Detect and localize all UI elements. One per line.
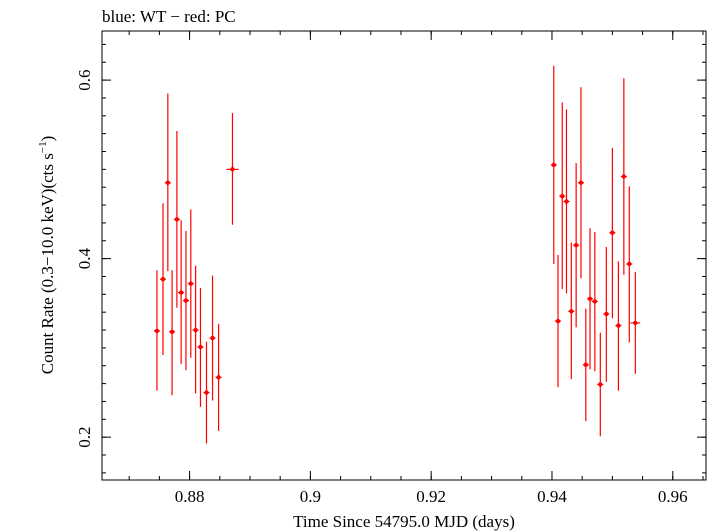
point-marker	[188, 281, 193, 286]
x-tick-label: 0.9	[300, 487, 321, 506]
x-tick-label: 0.96	[658, 487, 688, 506]
data-point	[187, 209, 194, 358]
point-marker	[610, 230, 615, 235]
point-marker	[204, 390, 209, 395]
point-marker	[183, 298, 189, 303]
data-point	[626, 186, 633, 343]
point-marker	[230, 167, 235, 172]
data-point	[615, 261, 622, 391]
data-point	[597, 332, 604, 437]
data-point	[159, 203, 167, 356]
point-marker	[604, 311, 609, 317]
point-marker	[210, 335, 215, 341]
plot-frame	[101, 30, 707, 481]
data-series	[153, 65, 641, 444]
y-axis-label: Count Rate (0.3−10.0 keV)(cts s−1)	[37, 136, 57, 375]
x-tick-label: 0.88	[175, 487, 205, 506]
point-marker	[616, 323, 621, 328]
data-point	[620, 78, 627, 275]
data-point	[182, 230, 189, 371]
data-point	[559, 102, 566, 289]
data-point	[153, 270, 160, 391]
point-marker	[578, 180, 584, 185]
point-marker	[573, 243, 579, 248]
point-marker	[560, 193, 565, 199]
data-point	[209, 275, 216, 401]
data-point	[192, 265, 199, 394]
point-marker	[551, 162, 556, 168]
y-tick-label: 0.2	[75, 427, 94, 448]
point-marker	[583, 362, 589, 368]
point-marker	[216, 375, 221, 380]
x-axis: 0.88 0.9 0.92 0.94 0.96	[128, 31, 704, 506]
point-marker	[174, 217, 180, 222]
point-marker	[193, 327, 198, 333]
data-point	[577, 87, 584, 279]
point-marker	[198, 344, 203, 350]
point-marker	[598, 382, 603, 387]
x-tick-label: 0.94	[537, 487, 567, 506]
data-point	[197, 288, 204, 407]
point-marker	[569, 309, 574, 314]
point-marker	[633, 320, 638, 326]
data-point	[591, 231, 598, 372]
point-marker	[160, 276, 166, 282]
data-point	[178, 220, 185, 364]
data-point	[555, 255, 562, 388]
data-point	[226, 113, 239, 225]
point-marker	[592, 299, 598, 304]
point-marker	[621, 174, 627, 179]
y-axis-label-main: Count Rate (0.3−10.0 keV)(cts s	[38, 153, 57, 374]
point-marker	[564, 199, 569, 204]
point-marker	[154, 328, 160, 334]
data-point	[563, 109, 570, 294]
point-marker	[587, 296, 593, 301]
y-axis-label-exponent: −1	[37, 141, 49, 153]
data-point	[630, 272, 641, 374]
data-point	[215, 323, 222, 431]
data-point	[603, 247, 610, 382]
data-point	[169, 270, 176, 396]
y-axis-label-close: )	[38, 136, 57, 142]
data-point	[573, 163, 580, 328]
y-axis: 0.2 0.4 0.6	[75, 43, 706, 474]
point-marker	[627, 261, 632, 267]
point-marker	[169, 329, 175, 335]
x-axis-label: Time Since 54795.0 MJD (days)	[293, 512, 515, 531]
point-marker	[165, 180, 171, 185]
data-point	[164, 93, 171, 272]
y-tick-label: 0.4	[75, 247, 94, 269]
point-marker	[555, 318, 561, 324]
data-point	[609, 147, 616, 319]
data-point	[568, 242, 575, 380]
data-point	[203, 341, 210, 444]
data-point	[550, 65, 557, 264]
point-marker	[178, 290, 184, 295]
x-tick-label: 0.92	[416, 487, 446, 506]
data-point	[587, 228, 594, 370]
data-point	[582, 308, 589, 422]
chart-title: blue: WT − red: PC	[102, 7, 236, 26]
y-tick-label: 0.6	[75, 69, 94, 90]
data-point	[173, 130, 180, 308]
